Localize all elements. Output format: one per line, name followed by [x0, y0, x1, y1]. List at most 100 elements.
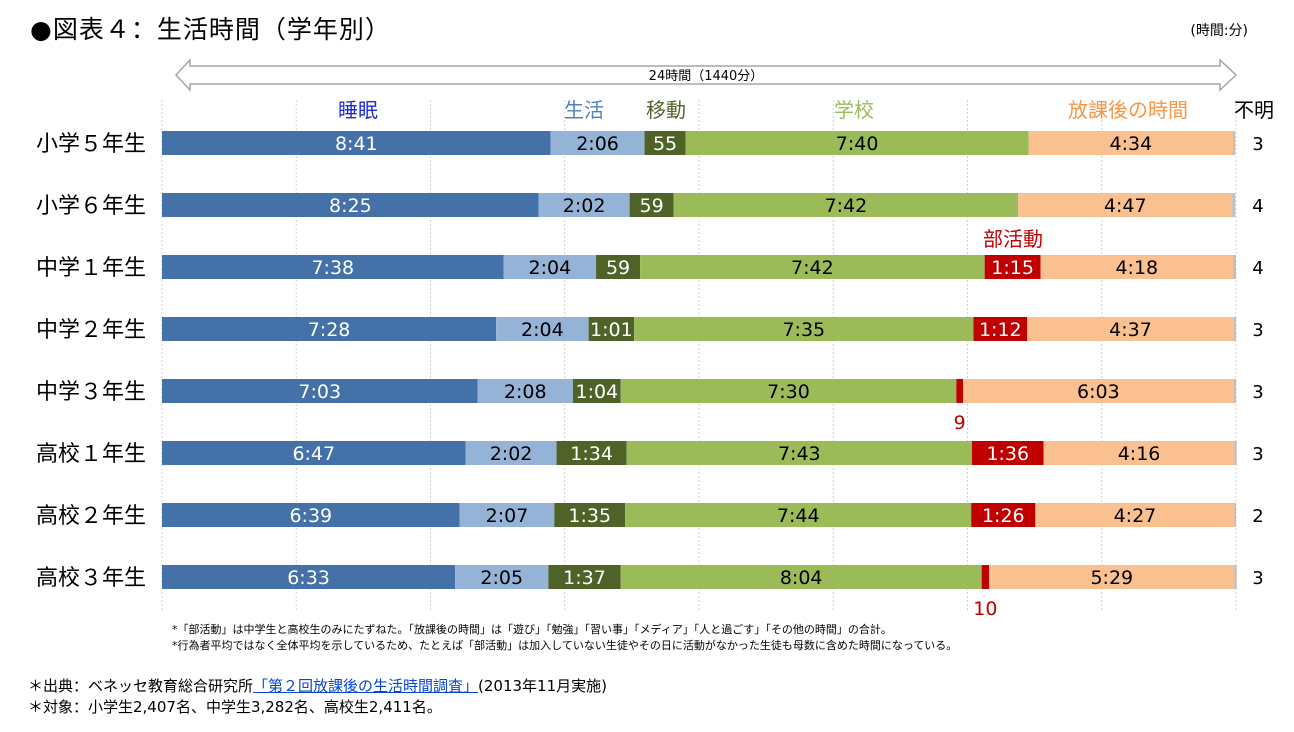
bar-segment — [620, 565, 982, 589]
bar-segment — [588, 317, 635, 341]
bar-segment — [162, 255, 504, 279]
bar-row: 7:38 2:04 59 7:42 1:15 4:18 4 — [162, 255, 1264, 279]
bar-segment — [1035, 503, 1235, 527]
data-label: 4:47 — [1104, 195, 1147, 217]
source-prefix: ＊出典：ベネッセ教育総合研究所 — [28, 677, 254, 695]
category-label: 中学２年生 — [36, 318, 146, 343]
bar-segment — [989, 565, 1235, 589]
bar-segment — [1028, 131, 1234, 155]
bar-segment — [162, 131, 551, 155]
bar-row: 8:25 2:02 59 7:42 4:47 4 — [162, 193, 1264, 217]
bar-segment — [971, 503, 1036, 527]
bar-segment-unknown — [1233, 255, 1236, 279]
category-label: 高校２年生 — [36, 504, 146, 529]
double-arrow-icon — [174, 58, 1238, 92]
data-label: 10 — [973, 598, 997, 620]
bar-row: 6:47 2:02 1:34 7:43 1:36 4:16 3 — [162, 441, 1264, 465]
bar-segment-unknown — [1233, 317, 1236, 341]
data-label: 6:03 — [1077, 381, 1120, 403]
bar-segment-unknown — [1232, 193, 1236, 217]
data-label: 6:47 — [292, 443, 335, 465]
data-label: 2:07 — [486, 505, 529, 527]
bar-segment-unknown — [1233, 379, 1236, 403]
bar-row: 8:41 2:06 55 7:40 4:34 3 — [162, 131, 1264, 155]
data-label: 4:34 — [1110, 133, 1153, 155]
bar-segment — [496, 317, 589, 341]
data-label: 1:26 — [982, 505, 1025, 527]
data-label-unknown: 3 — [1252, 320, 1263, 341]
span-arrow: 24時間（1440分） — [174, 58, 1238, 92]
data-label: 1:36 — [986, 443, 1029, 465]
gridlines — [161, 100, 1237, 610]
bar-segment — [556, 441, 627, 465]
bar-segment — [956, 379, 964, 403]
bar-segment — [455, 565, 549, 589]
bar-segment — [625, 503, 972, 527]
bar-segment-unknown — [1233, 131, 1236, 155]
data-label: 7:35 — [782, 319, 825, 341]
bar-segment — [503, 255, 597, 279]
data-label: 1:34 — [570, 443, 613, 465]
data-label: 59 — [640, 195, 664, 217]
data-label: 1:15 — [991, 257, 1034, 279]
bar-segment — [572, 379, 621, 403]
footnote: *「部活動」は中学生と高校生のみにたずねた。「放課後の時間」は「遊び」「勉強」「… — [172, 623, 892, 636]
data-label: 8:41 — [335, 133, 378, 155]
data-label: 9 — [954, 412, 966, 434]
bar-segment-unknown — [1234, 441, 1237, 465]
data-label: 8:04 — [780, 567, 823, 589]
bar-segment — [162, 317, 497, 341]
data-label-unknown: 3 — [1252, 134, 1263, 155]
source-line: ＊出典：ベネッセ教育総合研究所「第２回放課後の生活時間調査」(2013年11月実… — [28, 676, 607, 697]
category-label: 小学６年生 — [36, 194, 146, 219]
data-label: 7:44 — [777, 505, 820, 527]
bar-segment — [162, 565, 456, 589]
source-suffix: (2013年11月実施) — [478, 677, 607, 695]
bar-segment — [162, 379, 478, 403]
data-label: 7:42 — [825, 195, 868, 217]
category-label: 高校３年生 — [36, 566, 146, 591]
bar-row: 6:33 2:05 1:37 8:04 10 5:29 3 — [162, 565, 1264, 620]
data-label-unknown: 4 — [1252, 258, 1263, 279]
source-link[interactable]: 「第２回放課後の生活時間調査」 — [253, 677, 479, 695]
data-label: 4:37 — [1109, 319, 1152, 341]
bar-segment — [620, 379, 957, 403]
bar-segment-unknown — [1234, 565, 1237, 589]
bar-segment — [548, 565, 621, 589]
data-label: 6:39 — [289, 505, 332, 527]
category-label: 中学３年生 — [36, 380, 146, 405]
bar-segment — [596, 255, 641, 279]
data-label: 1:04 — [575, 381, 618, 403]
bar-segment — [550, 131, 645, 155]
bar-row: 7:28 2:04 1:01 7:35 1:12 4:37 3 — [162, 317, 1264, 341]
bar-segment — [162, 193, 539, 217]
span-label: 24時間（1440分） — [649, 69, 764, 84]
bar-row: 6:39 2:07 1:35 7:44 1:26 4:27 2 — [162, 503, 1264, 527]
data-label-unknown: 3 — [1252, 382, 1263, 403]
data-label: 4:18 — [1115, 257, 1158, 279]
data-label: 2:04 — [521, 319, 564, 341]
target-line: ＊対象：小学生2,407名、中学生3,282名、高校生2,411名。 — [28, 698, 442, 716]
bar-segment — [477, 379, 573, 403]
legend-label: 学校 — [834, 98, 874, 122]
legend-label: 放課後の時間 — [1068, 98, 1188, 122]
bar-segment — [634, 317, 974, 341]
bar-segment — [459, 503, 555, 527]
bar-segment — [984, 255, 1041, 279]
data-label: 7:38 — [311, 257, 354, 279]
data-label: 2:05 — [480, 567, 523, 589]
data-label: 2:04 — [528, 257, 571, 279]
data-label: 7:30 — [767, 381, 810, 403]
data-label: 2:08 — [504, 381, 547, 403]
bar-segment — [971, 441, 1044, 465]
data-label: 7:43 — [778, 443, 821, 465]
footnote: *行為者平均ではなく全体平均を示しているため、たとえば「部活動」は加入していない… — [172, 639, 958, 652]
bar-row: 7:03 2:08 1:04 7:30 9 6:03 3 — [162, 379, 1264, 434]
bar-segment — [1027, 317, 1234, 341]
legend-label: 不明 — [1234, 98, 1274, 122]
data-label: 1:37 — [563, 567, 606, 589]
bars: 8:41 2:06 55 7:40 4:34 38:25 2:02 59 7:42 4:47 47:… — [162, 131, 1264, 620]
bar-segment — [162, 441, 466, 465]
